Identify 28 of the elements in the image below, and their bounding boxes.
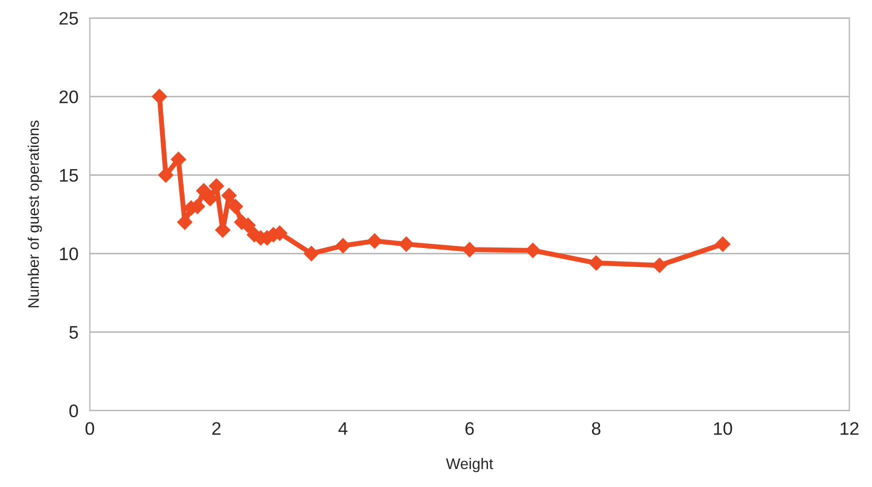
point [462, 242, 478, 258]
point [525, 242, 540, 258]
point [202, 191, 218, 206]
x-tick-label: 10 [714, 422, 732, 435]
x-tick-label: 2 [212, 422, 221, 435]
x-tick-label: 12 [840, 422, 858, 435]
point [196, 183, 212, 198]
point [152, 88, 168, 104]
x-tick-label: 0 [86, 422, 94, 435]
y-tick-label: 25 [60, 12, 78, 25]
point [304, 246, 319, 262]
x-tick-label: 8 [592, 422, 600, 435]
point [367, 233, 382, 249]
y-tick-label: 10 [60, 247, 78, 260]
y-tick-label: 0 [69, 404, 78, 418]
y-tick-label: 5 [69, 326, 78, 339]
point [335, 238, 351, 254]
x-axis-title: Weight [446, 458, 494, 472]
x-tick-label: 4 [338, 422, 348, 435]
point [588, 255, 604, 271]
y-tick-label: 20 [60, 90, 78, 104]
x-tick-label: 6 [465, 422, 474, 435]
point [715, 236, 730, 252]
y-tick-label: 15 [60, 169, 78, 182]
point [398, 236, 414, 252]
point [652, 258, 668, 273]
point [228, 198, 243, 214]
y-axis-title: Number of guest operations [28, 120, 42, 308]
